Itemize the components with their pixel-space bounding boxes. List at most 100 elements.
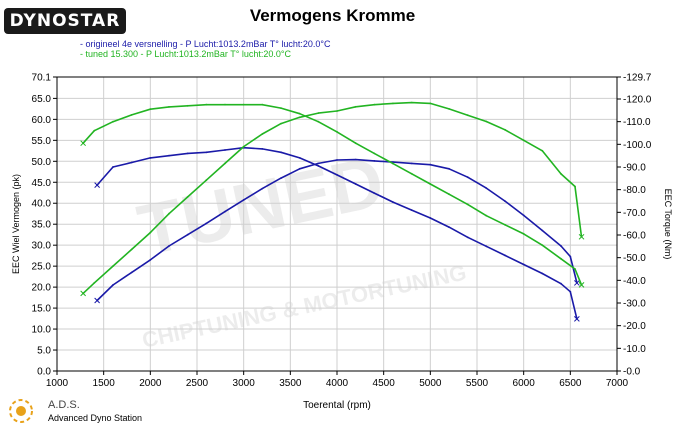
data-point (224, 163, 226, 165)
data-point (429, 103, 431, 105)
data-point (504, 255, 506, 257)
data-point (299, 113, 301, 115)
y-right-tick-label: -0.0 (623, 367, 641, 378)
data-point (541, 244, 543, 246)
data-point (299, 157, 301, 159)
data-point (569, 256, 571, 258)
x-tick-label: 6500 (559, 378, 582, 389)
x-tick-label: 4000 (326, 378, 349, 389)
data-point (243, 146, 245, 148)
data-point (448, 193, 450, 195)
data-point (485, 121, 487, 123)
data-point (168, 213, 170, 215)
data-point (317, 163, 319, 165)
y-right-tick-label: -10.0 (623, 344, 646, 355)
y-right-axis-ticks: -0.0-10.0-20.0-30.0-40.0-50.0-60.0-70.0-… (617, 73, 652, 378)
data-point (187, 105, 189, 107)
data-point (541, 273, 543, 275)
series-line-tuned-power (83, 103, 581, 294)
data-point (523, 139, 525, 141)
chart-series (81, 102, 584, 322)
y-left-tick-label: 40.0 (32, 199, 52, 210)
y-left-tick-label: 5.0 (37, 346, 51, 357)
data-point (467, 236, 469, 238)
data-point (429, 217, 431, 219)
data-point (523, 233, 525, 235)
y-left-tick-label: 15.0 (32, 304, 52, 315)
data-point (560, 173, 562, 175)
data-point (280, 123, 282, 125)
data-point (392, 163, 394, 165)
data-point (392, 103, 394, 105)
data-point (467, 204, 469, 206)
series-end-marker (81, 141, 86, 146)
data-point (392, 201, 394, 203)
data-point (243, 199, 245, 201)
y-right-tick-label: -60.0 (623, 230, 646, 241)
data-point (317, 165, 319, 167)
x-tick-label: 6000 (513, 378, 536, 389)
y-left-tick-label: 20.0 (32, 283, 52, 294)
y-left-tick-label: 0.0 (37, 367, 51, 378)
data-point (317, 121, 319, 123)
data-point (355, 183, 357, 185)
x-tick-label: 4500 (373, 378, 396, 389)
data-point (299, 116, 301, 118)
data-point (373, 160, 375, 162)
y-right-tick-label: -120.0 (623, 94, 652, 105)
y-right-tick-label: -30.0 (623, 298, 646, 309)
y-right-tick-label: -50.0 (623, 253, 646, 264)
data-point (149, 259, 151, 261)
ads-short-name: A.D.S. (48, 399, 80, 411)
y-left-tick-label: 70.1 (32, 73, 52, 84)
y-left-tick-label: 50.0 (32, 157, 52, 168)
data-point (149, 232, 151, 234)
data-point (112, 265, 114, 267)
data-point (131, 162, 133, 164)
y-left-tick-label: 10.0 (32, 325, 52, 336)
x-tick-label: 7000 (606, 378, 629, 389)
data-point (467, 114, 469, 116)
y-right-axis-label: EEC Torque (Nm) (663, 189, 673, 260)
data-point (131, 272, 133, 274)
data-point (448, 108, 450, 110)
data-point (411, 163, 413, 165)
data-point (112, 121, 114, 123)
y-left-tick-label: 25.0 (32, 262, 52, 273)
data-point (373, 153, 375, 155)
data-point (355, 142, 357, 144)
y-right-tick-label: -129.7 (623, 73, 652, 84)
data-point (131, 249, 133, 251)
data-point (373, 192, 375, 194)
data-point (504, 224, 506, 226)
data-point (93, 130, 95, 132)
data-point (149, 157, 151, 159)
data-point (560, 258, 562, 260)
data-point (429, 183, 431, 185)
x-axis-ticks: 1000 1500 2000 2500 3000 3500 4000 4500 5000 5500… (46, 371, 629, 389)
data-point (560, 245, 562, 247)
data-point (485, 215, 487, 217)
data-point (411, 209, 413, 211)
x-tick-label: 1000 (46, 378, 69, 389)
x-tick-label: 1500 (93, 378, 116, 389)
data-point (187, 234, 189, 236)
ads-full-name: Advanced Dyno Station (48, 413, 142, 423)
data-point (168, 106, 170, 108)
data-point (261, 148, 263, 150)
y-right-tick-label: -90.0 (623, 162, 646, 173)
series-end-marker (95, 183, 100, 188)
y-right-tick-label: -100.0 (623, 140, 652, 151)
data-point (224, 149, 226, 151)
data-point (336, 159, 338, 161)
data-point (93, 282, 95, 284)
y-left-tick-label: 35.0 (32, 220, 52, 231)
series-end-marker (95, 298, 100, 303)
y-left-tick-label: 60.0 (32, 115, 52, 126)
data-point (131, 114, 133, 116)
y-left-tick-label: 30.0 (32, 241, 52, 252)
data-point (569, 291, 571, 293)
data-point (280, 151, 282, 153)
